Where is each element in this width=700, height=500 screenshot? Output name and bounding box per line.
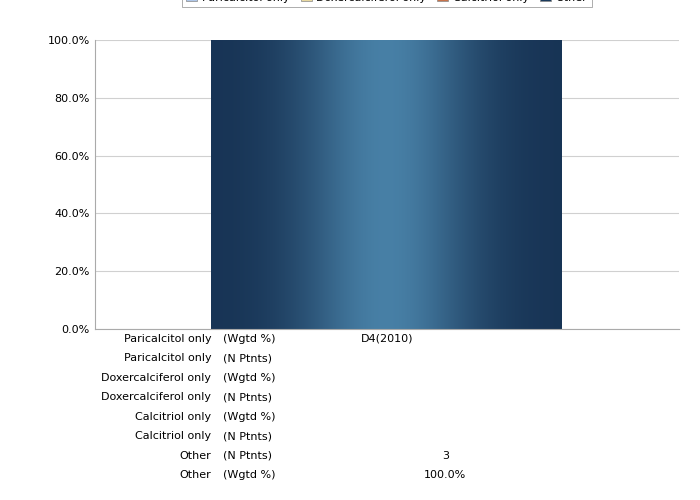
Bar — [211, 40, 562, 329]
Text: 100.0%: 100.0% — [424, 470, 466, 480]
Text: (Wgtd %): (Wgtd %) — [223, 334, 276, 344]
Text: Paricalcitol only: Paricalcitol only — [124, 353, 211, 363]
Text: Other: Other — [180, 470, 211, 480]
Text: Other: Other — [180, 450, 211, 460]
Text: Calcitriol only: Calcitriol only — [135, 431, 211, 441]
Legend: Paricalcitol only, Doxercalciferol only, Calcitriol only, Other: Paricalcitol only, Doxercalciferol only,… — [182, 0, 592, 7]
Text: (N Ptnts): (N Ptnts) — [223, 392, 272, 402]
Text: Doxercalciferol only: Doxercalciferol only — [102, 372, 211, 382]
Text: (N Ptnts): (N Ptnts) — [223, 450, 272, 460]
Text: (Wgtd %): (Wgtd %) — [223, 412, 276, 422]
Text: Paricalcitol only: Paricalcitol only — [124, 334, 211, 344]
Text: 3: 3 — [442, 450, 449, 460]
Text: (N Ptnts): (N Ptnts) — [223, 353, 272, 363]
Text: Doxercalciferol only: Doxercalciferol only — [102, 392, 211, 402]
Text: (N Ptnts): (N Ptnts) — [223, 431, 272, 441]
Text: Calcitriol only: Calcitriol only — [135, 412, 211, 422]
Text: (Wgtd %): (Wgtd %) — [223, 372, 276, 382]
Text: (Wgtd %): (Wgtd %) — [223, 470, 276, 480]
